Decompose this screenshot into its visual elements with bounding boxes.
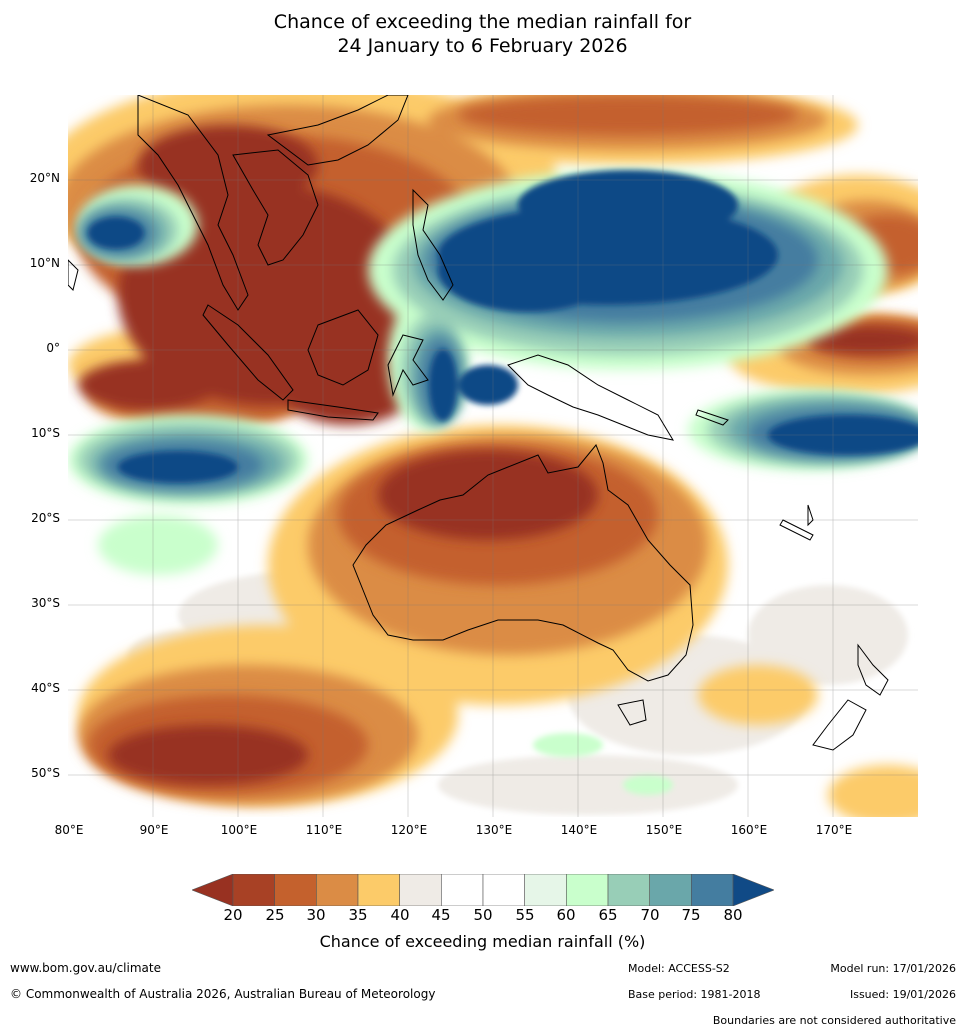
new-zealand-north-outline — [857, 643, 889, 696]
colorbar-cell — [399, 874, 442, 906]
cb-tick-45: 45 — [431, 906, 451, 924]
tasmania-outline — [617, 699, 647, 726]
colorbar-cell — [524, 874, 567, 906]
new-zealand-south-outline — [812, 699, 867, 751]
lon-label-80e: 80°E — [54, 823, 84, 837]
sulawesi-outline — [387, 334, 429, 397]
copyright: © Commonwealth of Australia 2026, Austra… — [10, 987, 436, 1001]
lat-label-30s: 30°S — [31, 596, 60, 610]
lon-label-140e: 140°E — [560, 823, 598, 837]
colorbar-extend-high — [732, 874, 774, 906]
lat-label-10s: 10°S — [31, 426, 60, 440]
issued-date: Issued: 19/01/2026 — [849, 988, 956, 1001]
australia-outline — [352, 444, 694, 682]
lat-label-0: 0° — [46, 341, 60, 355]
lon-label-170e: 170°E — [815, 823, 853, 837]
cb-tick-20: 20 — [223, 906, 243, 924]
colorbar-cell — [607, 874, 650, 906]
lat-label-20s: 20°S — [31, 511, 60, 525]
title-line-1: Chance of exceeding the median rainfall … — [273, 11, 692, 33]
cb-tick-75: 75 — [681, 906, 701, 924]
cb-tick-80: 80 — [723, 906, 743, 924]
lat-label-40s: 40°S — [31, 681, 60, 695]
lat-label-20n: 20°N — [29, 171, 60, 185]
title-line-2: 24 January to 6 February 2026 — [337, 35, 628, 57]
se-asia-outline — [137, 95, 249, 311]
model-run: Model run: 17/01/2026 — [830, 962, 956, 975]
new-guinea-outline — [507, 354, 675, 441]
colorbar-extend-low — [192, 874, 234, 906]
model-info: Model: ACCESS-S2 — [628, 962, 730, 975]
lat-label-10n: 10°N — [29, 256, 60, 270]
java-outline — [287, 399, 379, 421]
colorbar-cell — [357, 874, 400, 906]
solomon-islands-outline — [695, 409, 729, 426]
colorbar-cell — [691, 874, 734, 906]
colorbar-cell — [274, 874, 317, 906]
colorbar — [192, 874, 774, 906]
lon-label-160e: 160°E — [730, 823, 768, 837]
lat-label-50s: 50°S — [31, 766, 60, 780]
cb-tick-55: 55 — [515, 906, 535, 924]
lon-label-100e: 100°E — [220, 823, 258, 837]
colorbar-cell — [316, 874, 359, 906]
website-link[interactable]: www.bom.gov.au/climate — [10, 961, 161, 975]
colorbar-cell — [482, 874, 525, 906]
graticule — [68, 95, 918, 817]
indochina-outline — [232, 149, 319, 266]
cb-tick-25: 25 — [265, 906, 285, 924]
cb-tick-65: 65 — [598, 906, 618, 924]
sumatra-outline — [202, 304, 294, 401]
new-caledonia-outline — [779, 519, 814, 541]
vanuatu-outline — [807, 504, 814, 527]
borneo-outline — [307, 309, 379, 386]
cb-tick-35: 35 — [348, 906, 368, 924]
lon-label-130e: 130°E — [475, 823, 513, 837]
base-period: Base period: 1981-2018 — [628, 988, 761, 1001]
colorbar-cell — [441, 874, 484, 906]
cb-tick-60: 60 — [556, 906, 576, 924]
colorbar-cell — [566, 874, 609, 906]
lon-label-90e: 90°E — [139, 823, 169, 837]
cb-tick-70: 70 — [640, 906, 660, 924]
colorbar-cell — [649, 874, 692, 906]
boundaries-disclaimer: Boundaries are not considered authoritat… — [712, 1014, 956, 1027]
map-title: Chance of exceeding the median rainfall … — [0, 10, 965, 58]
coastlines — [68, 95, 889, 751]
lon-label-110e: 110°E — [305, 823, 343, 837]
philippines-outline — [412, 188, 454, 301]
cb-tick-30: 30 — [306, 906, 326, 924]
colorbar-cell — [232, 874, 275, 906]
dark-blue-regions — [88, 170, 918, 483]
rainfall-map — [68, 95, 918, 817]
lon-label-120e: 120°E — [390, 823, 428, 837]
lon-label-150e: 150°E — [645, 823, 683, 837]
colorbar-label: Chance of exceeding median rainfall (%) — [319, 932, 646, 951]
cb-tick-50: 50 — [473, 906, 493, 924]
sri-lanka-outline — [68, 259, 79, 291]
cb-tick-40: 40 — [390, 906, 410, 924]
map-canvas — [68, 95, 918, 817]
china-coast-outline — [266, 95, 409, 166]
